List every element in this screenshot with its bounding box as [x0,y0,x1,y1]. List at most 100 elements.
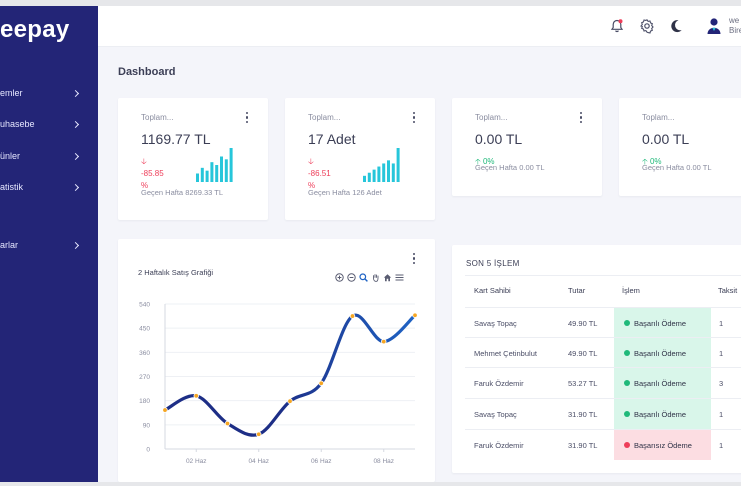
data-point[interactable] [381,338,387,345]
cell-amount: 31.90 TL [568,410,598,419]
stat-change: 🡣 -85.85 % [141,156,171,192]
data-point[interactable] [318,380,324,386]
sidebar-item-3[interactable]: ünler [0,146,98,166]
status-badge: Başarılı Ödeme [614,308,711,338]
stat-change-unit: % [141,181,149,190]
cell-card-owner: Savaş Topaç [474,410,517,419]
bell-icon[interactable] [609,18,625,34]
pan-hand-icon[interactable] [371,269,380,282]
stat-card-3: Toplam... 0.00 TL 🡡 0% Geçen Hafta 0.00 … [452,98,602,196]
cell-installment: 3 [719,379,724,388]
sparkline-bar [372,169,376,182]
divider [465,275,741,276]
sidebar-item-2[interactable]: uhasebe [0,114,98,134]
sidebar-item-label: emler [0,88,23,98]
menu-icon[interactable] [395,269,404,281]
status-badge: Başarılı Ödeme [614,399,711,429]
cell-card-owner: Faruk Özdemir [474,441,524,450]
user-name-line1: we [729,16,740,25]
data-point[interactable] [349,313,356,319]
zoom-select-icon[interactable] [359,269,368,282]
sparkline-bar [387,160,390,182]
arrow-down-icon: 🡣 [141,157,147,166]
table-title: SON 5 İŞLEM [466,259,520,268]
sparkline-bar [224,159,228,182]
cell-installment: 1 [719,441,724,450]
data-point[interactable] [287,398,293,404]
data-point[interactable] [162,407,168,413]
stat-change: 🡣 -86.51 % [308,156,338,192]
zoom-out-icon[interactable] [347,269,356,282]
stat-previous: Geçen Hafta 126 Adet [308,188,382,197]
cell-installment: 1 [719,319,724,328]
sidebar-item-1[interactable]: emler [0,83,98,103]
stat-previous: Geçen Hafta 0.00 TL [475,163,545,172]
arrow-up-icon: 🡡 [642,157,648,166]
status-text: Başarılı Ödeme [634,409,687,419]
status-dot [624,350,630,356]
column-header-amount: Tutar [568,286,586,295]
sparkline-bar [205,170,209,182]
status-badge: Başarısız Ödeme [614,430,711,460]
sidebar: eepay emler uhasebe ünler atistik arlar [0,6,98,482]
series-line [163,313,417,437]
data-point[interactable] [193,393,199,399]
x-tick-label: 06 Haz [311,458,332,465]
sidebar-item-4[interactable]: atistik [0,177,98,197]
logo[interactable]: eepay [0,16,70,43]
stat-change-value: 0% [482,157,495,166]
line-chart[interactable]: 540 450 360 270 180 90 0 02 Haz 04 Haz 06 Haz 08 H… [118,294,435,474]
cell-amount: 49.90 TL [568,319,598,328]
status-dot [624,442,630,448]
y-tick-label: 90 [143,422,151,429]
moon-icon[interactable] [668,18,684,34]
sparkline-bar [382,163,386,182]
status-text: Başarılı Ödeme [634,378,687,388]
sparkline-bar [229,148,233,182]
kebab-menu-icon[interactable] [413,112,416,123]
chevron-right-icon [71,241,80,249]
data-point[interactable] [256,431,262,437]
data-point[interactable] [412,312,418,318]
zoom-in-icon[interactable] [335,269,344,282]
kebab-menu-icon[interactable] [413,253,416,264]
sparkline-bar [377,166,381,182]
table-row[interactable]: Faruk Özdemir 53.27 TL Başarılı Ödeme 3 [465,367,741,398]
gear-icon[interactable] [639,18,655,34]
status-text: Başarılı Ödeme [634,318,687,328]
x-tick-label: 08 Haz [373,458,394,465]
stat-label: Toplam... [141,113,174,122]
sidebar-item-label: ünler [0,151,21,161]
stat-label: Toplam... [642,113,675,122]
cell-card-owner: Faruk Özdemir [474,379,524,388]
status-dot [624,411,630,417]
sales-chart-card: 2 Haftalık Satış Grafiği 540 450 360 270 180… [118,239,435,482]
user-avatar-icon[interactable] [706,17,722,35]
user-name[interactable]: we Bire [729,16,741,36]
data-point[interactable] [224,420,231,427]
table-row[interactable]: Mehmet Çetinbulut 49.90 TL Başarılı Ödem… [465,337,741,368]
sparkline-bar [215,165,219,182]
stat-change: 🡡 0% [642,156,702,168]
table-row[interactable]: Savaş Topaç 49.90 TL Başarılı Ödeme 1 [465,307,741,338]
kebab-menu-icon[interactable] [246,112,249,123]
sparkline-bar [220,156,223,182]
sidebar-item-5[interactable] [0,206,98,226]
cell-installment: 1 [719,349,724,358]
chevron-right-icon [71,89,80,97]
sidebar-item-label: uhasebe [0,119,35,129]
sparkline-bar [210,162,214,182]
cell-installment: 1 [719,410,724,419]
arrow-up-icon: 🡡 [475,157,481,166]
sparkline-bar [363,175,366,182]
chevron-right-icon [71,183,80,191]
kebab-menu-icon[interactable] [580,112,583,123]
x-tick-label: 04 Haz [248,458,269,465]
table-row[interactable]: Faruk Özdemir 31.90 TL Başarısız Ödeme 1 [465,429,741,460]
status-text: Başarılı Ödeme [634,348,687,358]
sidebar-item-6[interactable]: arlar [0,235,98,255]
table-row[interactable]: Savaş Topaç 31.90 TL Başarılı Ödeme 1 [465,398,741,429]
stat-change-value: -85.85 [141,169,164,178]
home-reset-icon[interactable] [383,269,392,282]
sparkline-bar [196,173,199,182]
